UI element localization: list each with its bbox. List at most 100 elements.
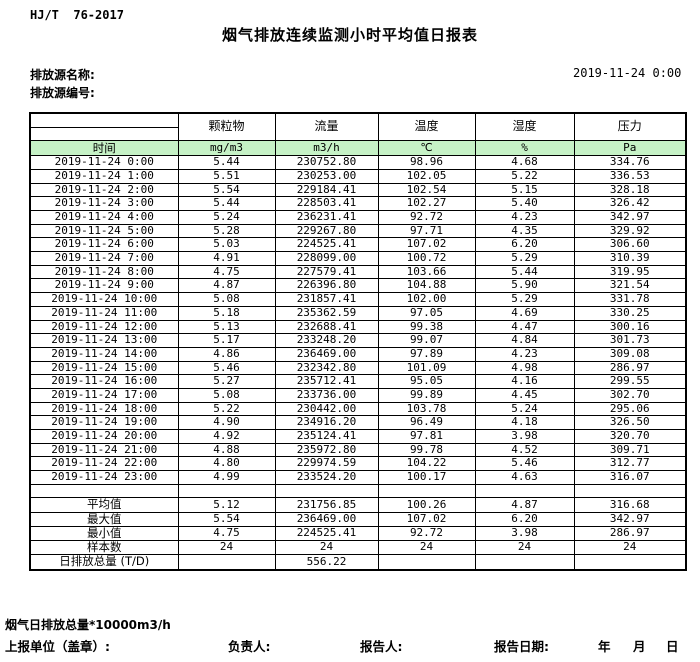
value-cell: 5.29 (474, 292, 575, 307)
table-head: 颗粒物 流量 温度 湿度 压力 时间 mg/m3 m3/h ℃% Pa (29, 112, 687, 157)
source-id-label: 排放源编号: (30, 86, 95, 100)
summary-value: 4.75 (177, 525, 276, 542)
value-cell: 98.96 (377, 155, 476, 170)
unit-cell-4: % (474, 140, 575, 157)
value-cell: 4.84 (474, 333, 575, 348)
data-row: 2019-11-24 7:00 4.91 228099.00 100.72 5.29 31… (29, 251, 687, 266)
value-cell: 230752.80 (274, 155, 379, 170)
summary-value: 24 (573, 540, 687, 556)
value-cell: 235124.41 (274, 429, 379, 444)
value-cell: 4.80 (177, 456, 276, 472)
value-cell: 4.87 (177, 278, 276, 294)
unit-cell-5: Pa (573, 140, 687, 157)
value-cell: 330.25 (573, 305, 687, 321)
data-row: 2019-11-24 19:00 4.90 234916.20 96.49 4.18 32… (29, 415, 687, 431)
value-cell: 328.18 (573, 182, 687, 198)
value-cell: 97.89 (377, 346, 476, 362)
footer-note: 烟气日排放总量*10000m3/h (5, 618, 171, 632)
value-cell: 97.71 (377, 223, 476, 239)
value-cell: 4.75 (177, 264, 276, 280)
value-cell: 4.86 (177, 346, 276, 362)
value-cell: 342.97 (573, 210, 687, 225)
data-row: 2019-11-24 16:00 5.27 235712.41 95.05 4.16 29… (29, 374, 687, 389)
value-cell: 309.71 (573, 442, 687, 458)
value-cell: 232688.41 (274, 319, 379, 335)
value-cell: 5.08 (177, 387, 276, 403)
value-cell: 5.44 (474, 264, 575, 280)
data-row: 2019-11-24 14:00 4.86 236469.00 97.89 4.23 30… (29, 346, 687, 362)
value-cell: 99.38 (377, 319, 476, 335)
value-cell: 229267.80 (274, 223, 379, 239)
summary-label: 最大值 (29, 511, 179, 527)
value-cell: 4.23 (474, 346, 575, 362)
value-cell: 295.06 (573, 401, 687, 417)
value-cell: 4.18 (474, 415, 575, 431)
value-cell: 4.63 (474, 470, 575, 485)
data-row: 2019-11-24 0:00 5.44 230752.80 98.96 4.68 334… (29, 155, 687, 170)
value-cell: 233248.20 (274, 333, 379, 348)
value-cell: 4.23 (474, 210, 575, 225)
time-cell: 2019-11-24 10:00 (29, 292, 179, 307)
value-cell: 5.90 (474, 278, 575, 294)
value-cell: 99.89 (377, 387, 476, 403)
summary-row: 日排放总量 (T/D) 556.22 (29, 554, 687, 571)
empty-cell (377, 483, 476, 499)
time-cell: 2019-11-24 3:00 (29, 196, 179, 212)
unit-cell-2: m3/h (274, 140, 379, 157)
value-cell: 103.78 (377, 401, 476, 417)
column-name-1: 颗粒物 (177, 112, 276, 142)
summary-value: 286.97 (573, 525, 687, 542)
data-row: 2019-11-24 15:00 5.46 232342.80 101.09 4.98 2… (29, 360, 687, 376)
time-cell: 2019-11-24 13:00 (29, 333, 179, 348)
value-cell: 5.51 (177, 168, 276, 184)
value-cell: 4.90 (177, 415, 276, 431)
data-row: 2019-11-24 17:00 5.08 233736.00 99.89 4.45 30… (29, 387, 687, 403)
unit-row: 时间 mg/m3 m3/h ℃% Pa (29, 140, 687, 157)
value-cell: 224525.41 (274, 237, 379, 253)
time-cell: 2019-11-24 21:00 (29, 442, 179, 458)
value-cell: 329.92 (573, 223, 687, 239)
value-cell: 319.95 (573, 264, 687, 280)
value-cell: 233524.20 (274, 470, 379, 485)
summary-label: 样本数 (29, 540, 179, 556)
year-label: 年 (598, 639, 611, 654)
summary-label: 最小值 (29, 525, 179, 542)
value-cell: 306.60 (573, 237, 687, 253)
summary-value: 342.97 (573, 511, 687, 527)
summary-row: 平均值 5.12 231756.85 100.26 4.87 316.68 (29, 497, 687, 513)
report-datetime: 2019-11-24 0:00 (573, 66, 682, 80)
value-cell: 102.54 (377, 182, 476, 198)
time-header-split-bottom (29, 126, 179, 142)
monitoring-table: 颗粒物 流量 温度 湿度 压力 时间 mg/m3 m3/h ℃% Pa 2019-11-24 0… (29, 112, 687, 571)
time-cell: 2019-11-24 4:00 (29, 210, 179, 225)
value-cell: 104.22 (377, 456, 476, 472)
value-cell: 228099.00 (274, 251, 379, 266)
data-row: 2019-11-24 1:00 5.51 230253.00 102.05 5.22 33… (29, 168, 687, 184)
value-cell: 5.46 (474, 456, 575, 472)
summary-value: 3.98 (474, 525, 575, 542)
value-cell: 227579.41 (274, 264, 379, 280)
summary-value: 556.22 (274, 554, 379, 571)
value-cell: 229974.59 (274, 456, 379, 472)
value-cell: 4.92 (177, 429, 276, 444)
value-cell: 102.00 (377, 292, 476, 307)
value-cell: 302.70 (573, 387, 687, 403)
value-cell: 331.78 (573, 292, 687, 307)
value-cell: 97.05 (377, 305, 476, 321)
value-cell: 230253.00 (274, 168, 379, 184)
data-row: 2019-11-24 21:00 4.88 235972.80 99.78 4.52 30… (29, 442, 687, 458)
unit-cell-1: mg/m3 (177, 140, 276, 157)
empty-cell (274, 483, 379, 499)
value-cell: 4.69 (474, 305, 575, 321)
header-row: 颗粒物 流量 温度 湿度 压力 (29, 112, 687, 142)
time-cell: 2019-11-24 17:00 (29, 387, 179, 403)
value-cell: 299.55 (573, 374, 687, 389)
summary-value: 316.68 (573, 497, 687, 513)
value-cell: 5.22 (177, 401, 276, 417)
summary-value: 224525.41 (274, 525, 379, 542)
time-cell: 2019-11-24 18:00 (29, 401, 179, 417)
summary-value (474, 554, 575, 571)
summary-value: 24 (274, 540, 379, 556)
value-cell: 5.24 (474, 401, 575, 417)
